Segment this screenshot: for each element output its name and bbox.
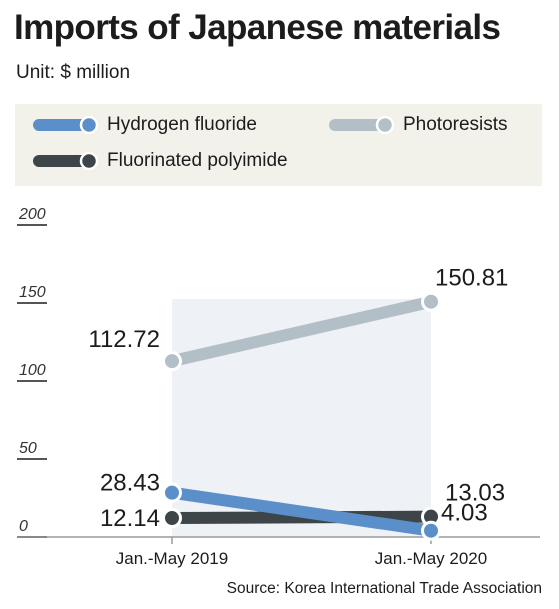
y-tick-label: 0 — [19, 518, 28, 535]
legend-swatch-photoresists — [329, 116, 395, 134]
legend-item-hydrogen-fluoride: Hydrogen fluoride — [31, 114, 257, 136]
legend-label-hydrogen-fluoride: Hydrogen fluoride — [107, 114, 257, 135]
series-line-hydrogen-fluoride — [171, 486, 432, 537]
data-point-hydrogen-fluoride — [421, 520, 441, 541]
x-tick-label: Jan.-May 2020 — [375, 549, 487, 568]
data-label-photoresists: 150.81 — [435, 265, 508, 292]
y-tick-label: 200 — [18, 206, 46, 223]
data-label-hydrogen-fluoride: 28.43 — [100, 470, 160, 497]
y-tick-label: 50 — [19, 440, 37, 457]
legend-swatch-hydrogen-fluoride — [33, 116, 99, 134]
data-label-fluorinated-polyimide: 12.14 — [100, 505, 160, 532]
legend-label-photoresists: Photoresists — [403, 114, 508, 135]
legend: Hydrogen fluoride Photoresists Fluorinat… — [15, 104, 542, 186]
series-line-photoresists — [170, 295, 433, 368]
legend-swatch-fluorinated-polyimide — [33, 152, 99, 170]
data-label-fluorinated-polyimide: 13.03 — [445, 480, 505, 507]
x-tick-label: Jan.-May 2019 — [116, 549, 228, 568]
source-note: Source: Korea International Trade Associ… — [226, 580, 542, 597]
legend-item-fluorinated-polyimide: Fluorinated polyimide — [31, 150, 288, 172]
legend-label-fluorinated-polyimide: Fluorinated polyimide — [107, 150, 288, 171]
y-tick-label: 150 — [19, 284, 46, 301]
data-point-fluorinated-polyimide — [162, 508, 182, 529]
data-label-photoresists: 112.72 — [88, 326, 160, 353]
data-point-photoresists — [162, 351, 182, 372]
y-tick-label: 100 — [19, 362, 46, 379]
legend-item-photoresists: Photoresists — [327, 114, 508, 136]
data-point-photoresists — [421, 291, 441, 312]
data-label-hydrogen-fluoride: 4.03 — [441, 500, 488, 527]
data-point-hydrogen-fluoride — [162, 482, 182, 503]
chart-title: Imports of Japanese materials — [14, 8, 501, 47]
unit-label: Unit: $ million — [16, 62, 131, 83]
